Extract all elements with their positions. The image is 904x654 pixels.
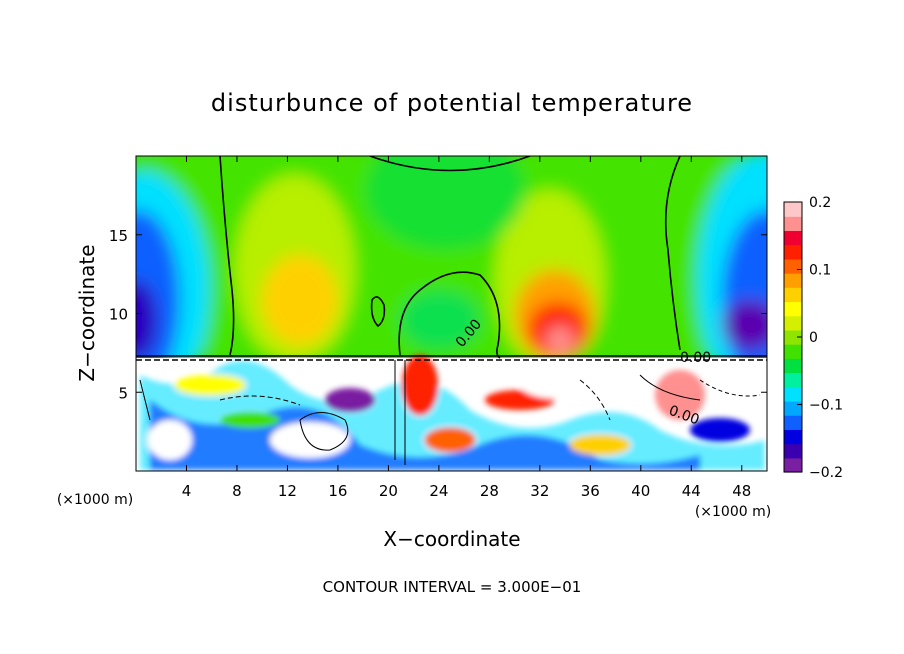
x-tick-label: 32 (530, 482, 549, 500)
x-axis: 4 8 12 16 20 24 28 32 36 40 44 48 (182, 156, 751, 500)
y-tick-label: 10 (109, 306, 128, 324)
y-tick-label: 15 (109, 227, 128, 245)
colorbar-swatch (784, 372, 802, 388)
y-axis: 5 10 15 (109, 227, 767, 402)
y-tick-label: 5 (118, 384, 128, 402)
plot-area: 0.00 0.00 0.00 (136, 156, 767, 471)
chart-title: disturbunce of potential temperature (211, 89, 693, 117)
colorbar-tick-label: −0.1 (809, 398, 843, 414)
colorbar-swatch (784, 315, 802, 331)
colorbar-swatch (784, 216, 802, 232)
colorbar-swatch (784, 230, 802, 246)
colorbar-swatch (784, 415, 802, 430)
colorbar-tick-label: −0.2 (809, 465, 843, 481)
colorbar-tick-label: 0.1 (809, 263, 831, 279)
colorbar-swatch (784, 258, 802, 274)
colorbar-tick-label: 0.2 (809, 195, 831, 211)
x-tick-label: 16 (328, 482, 347, 500)
x-tick-label: 28 (480, 482, 499, 500)
x-tick-label: 12 (278, 482, 297, 500)
colorbar-swatch (784, 457, 802, 473)
x-tick-label: 24 (429, 482, 448, 500)
x-tick-label: 20 (379, 482, 398, 500)
colorbar-swatch (784, 400, 802, 416)
x-axis-label: X−coordinate (383, 527, 520, 551)
colorbar-swatch (784, 329, 802, 345)
x-tick-label: 4 (182, 482, 192, 500)
colorbar-swatch (784, 344, 802, 359)
x-tick-label: 48 (732, 482, 751, 500)
colorbar-tick-label: 0 (809, 330, 818, 346)
y-axis-label: Z−coordinate (75, 244, 99, 381)
colorbar-swatch (784, 443, 802, 459)
colorbar-swatch (784, 202, 802, 217)
colorbar-swatch (784, 273, 802, 288)
x-tick-label: 36 (581, 482, 600, 500)
boundary-layer (136, 355, 767, 471)
colorbar-swatch (784, 244, 802, 260)
colorbar-swatch (784, 358, 802, 374)
x-unit-label-right: (×1000 m) (695, 504, 771, 520)
colorbar-swatch (784, 429, 802, 445)
colorbar-swatch (784, 386, 802, 402)
x-tick-label: 44 (682, 482, 701, 500)
colorbar-swatch (784, 287, 802, 303)
colorbar: 0.2 0.1 0 −0.1 −0.2 (783, 195, 843, 481)
x-unit-label: (×1000 m) (57, 492, 133, 508)
x-tick-label: 8 (232, 482, 242, 500)
contour-interval-note: CONTOUR INTERVAL = 3.000E−01 (323, 578, 582, 596)
colorbar-swatch (784, 301, 802, 317)
upper-field (136, 156, 767, 410)
x-tick-label: 40 (631, 482, 650, 500)
contour-label: 0.00 (680, 350, 711, 366)
contour-lines (136, 156, 767, 465)
